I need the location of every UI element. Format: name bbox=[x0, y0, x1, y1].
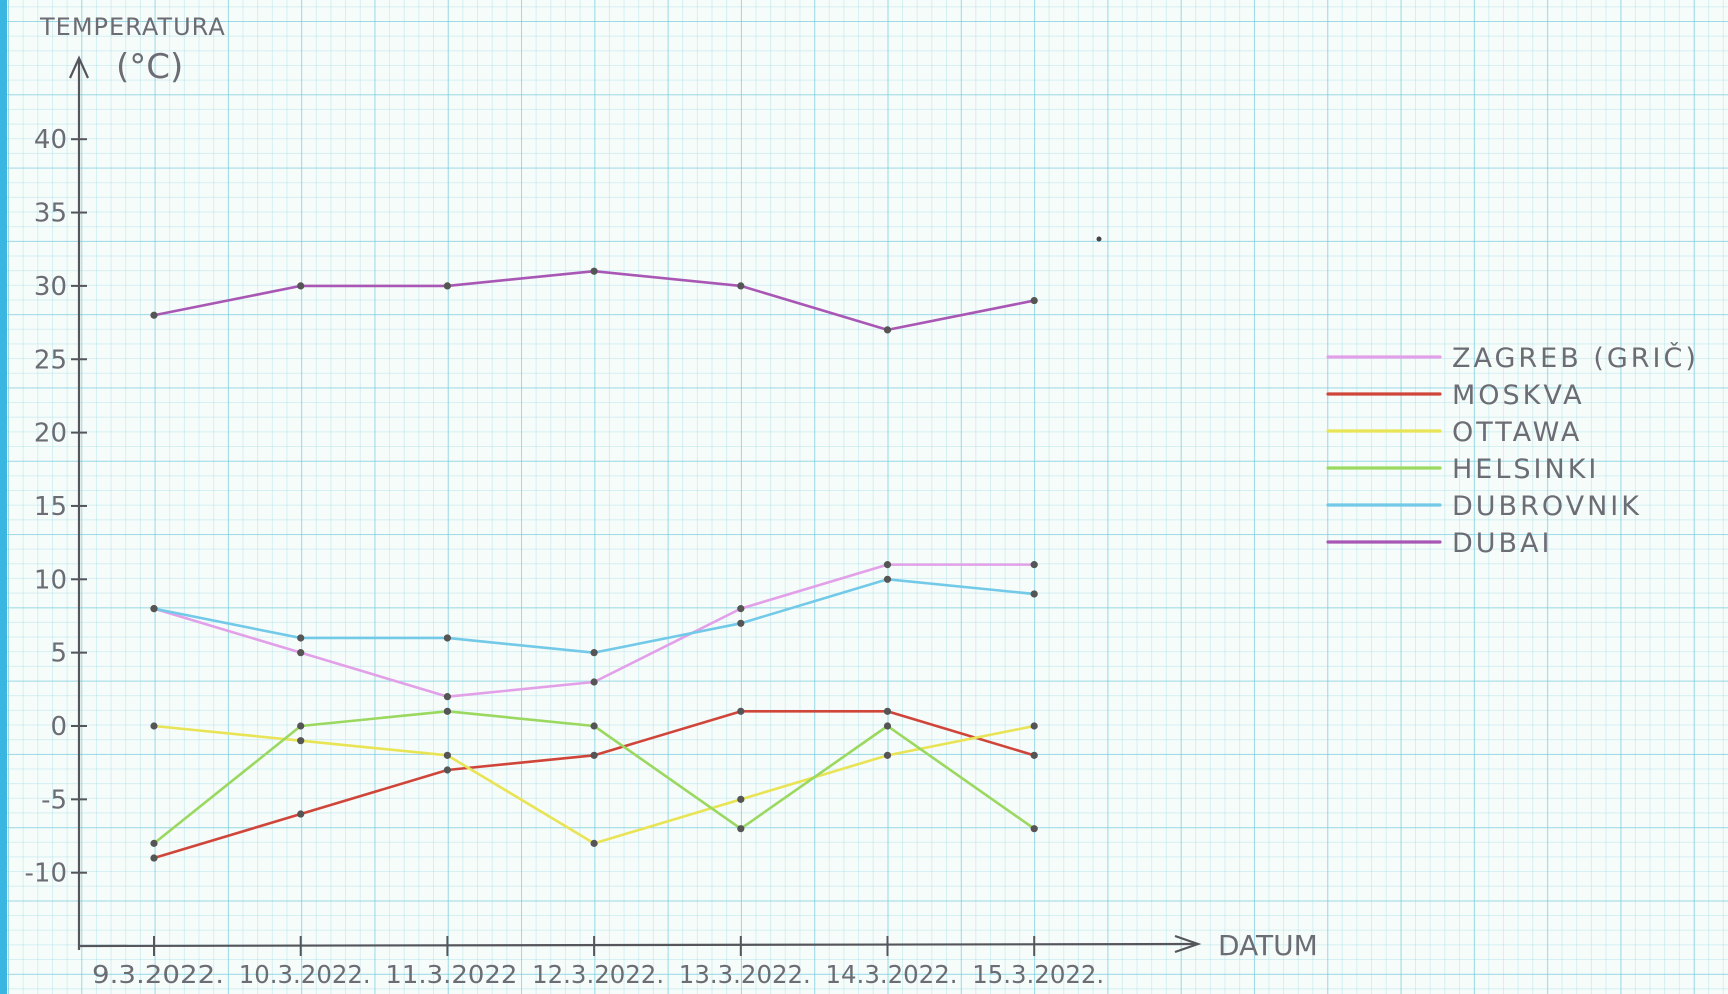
legend-label: MOSKVA bbox=[1452, 380, 1585, 411]
data-point bbox=[1030, 296, 1038, 305]
data-point bbox=[590, 678, 598, 686]
data-point bbox=[737, 707, 745, 715]
legend-label: ZAGREB (GRIČ) bbox=[1452, 342, 1699, 374]
series-line bbox=[152, 269, 1036, 332]
y-tick-label: 5 bbox=[50, 639, 67, 669]
x-tick-label: 13.3.2022. bbox=[679, 960, 811, 989]
x-tick-label: 12.3.2022. bbox=[532, 960, 664, 989]
y-tick-label: 30 bbox=[34, 272, 67, 302]
data-point bbox=[297, 737, 305, 745]
data-point bbox=[150, 854, 158, 862]
data-point bbox=[590, 722, 598, 730]
data-point bbox=[883, 707, 892, 715]
y-tick-label: 0 bbox=[50, 712, 67, 742]
data-point bbox=[883, 575, 892, 583]
data-point bbox=[150, 839, 158, 847]
legend-label: DUBROVNIK bbox=[1452, 491, 1642, 522]
y-axis-title: TEMPERATURA bbox=[39, 13, 226, 41]
data-point bbox=[297, 722, 305, 730]
data-point bbox=[297, 634, 305, 642]
x-tick-label: 9.3.2022. bbox=[92, 960, 224, 989]
data-point bbox=[150, 605, 158, 613]
y-tick-label: 35 bbox=[34, 199, 67, 229]
series-line bbox=[152, 710, 1036, 845]
y-ticks: 40 35 30 25 20 15 10 5 0 -5 -10 bbox=[25, 125, 87, 889]
data-point bbox=[150, 722, 158, 730]
x-axis-title: DATUM bbox=[1218, 929, 1318, 962]
x-tick-label: 11.3.2022 bbox=[385, 960, 517, 989]
y-tick-label: 10 bbox=[34, 565, 67, 595]
y-tick-label: -10 bbox=[25, 859, 67, 889]
data-point bbox=[443, 693, 451, 701]
data-point bbox=[443, 707, 451, 715]
y-tick-label: 40 bbox=[34, 125, 67, 155]
x-tick-label: 15.3.2022. bbox=[972, 960, 1104, 989]
data-point bbox=[297, 282, 305, 290]
data-point bbox=[297, 810, 305, 818]
data-point bbox=[590, 751, 598, 759]
data-point bbox=[443, 634, 451, 642]
legend-label: HELSINKI bbox=[1452, 454, 1599, 485]
data-point bbox=[590, 267, 598, 275]
stray-dot bbox=[1096, 236, 1102, 242]
y-tick-label: 15 bbox=[34, 492, 67, 522]
series-line bbox=[152, 577, 1036, 654]
data-point bbox=[297, 649, 305, 657]
x-tick-label: 10.3.2022. bbox=[239, 960, 371, 989]
data-point bbox=[1030, 722, 1038, 730]
data-point bbox=[737, 282, 745, 290]
y-axis-arrowhead bbox=[68, 55, 90, 79]
series-lines bbox=[150, 267, 1038, 862]
data-point bbox=[443, 766, 451, 774]
legend: ZAGREB (GRIČ) MOSKVA OTTAWA HELSINKI DUBROVN… bbox=[1326, 342, 1699, 559]
data-point bbox=[883, 561, 892, 569]
data-point bbox=[1030, 561, 1038, 569]
data-point bbox=[737, 605, 745, 613]
data-point bbox=[1030, 590, 1038, 598]
data-point bbox=[883, 326, 892, 334]
x-ticks: 9.3.2022. 10.3.2022. 11.3.2022 12.3.2022. 13… bbox=[92, 936, 1104, 989]
data-point bbox=[443, 282, 451, 290]
x-tick-label: 14.3.2022. bbox=[826, 960, 958, 989]
data-point bbox=[150, 311, 158, 319]
chart-axes bbox=[68, 55, 1202, 954]
y-axis-unit: (°C) bbox=[116, 47, 183, 87]
x-axis-line bbox=[78, 942, 1196, 948]
y-tick-label: -5 bbox=[41, 785, 67, 815]
data-point bbox=[1030, 825, 1038, 833]
series-line bbox=[152, 710, 1036, 860]
x-axis-arrowhead bbox=[1174, 934, 1202, 954]
y-tick-label: 25 bbox=[34, 345, 67, 375]
data-point bbox=[883, 722, 892, 730]
data-point bbox=[590, 839, 598, 847]
y-tick-label: 20 bbox=[34, 419, 67, 449]
series-line bbox=[152, 724, 1036, 845]
legend-label: DUBAI bbox=[1452, 528, 1553, 559]
data-point bbox=[1030, 751, 1038, 759]
series-line bbox=[152, 563, 1036, 698]
data-point bbox=[737, 825, 745, 833]
data-point bbox=[737, 795, 745, 803]
paper-edge-strip bbox=[0, 0, 7, 994]
data-point bbox=[443, 751, 451, 759]
data-point bbox=[883, 751, 892, 759]
data-point bbox=[590, 649, 598, 657]
legend-label: OTTAWA bbox=[1452, 417, 1582, 448]
data-point bbox=[737, 619, 745, 627]
